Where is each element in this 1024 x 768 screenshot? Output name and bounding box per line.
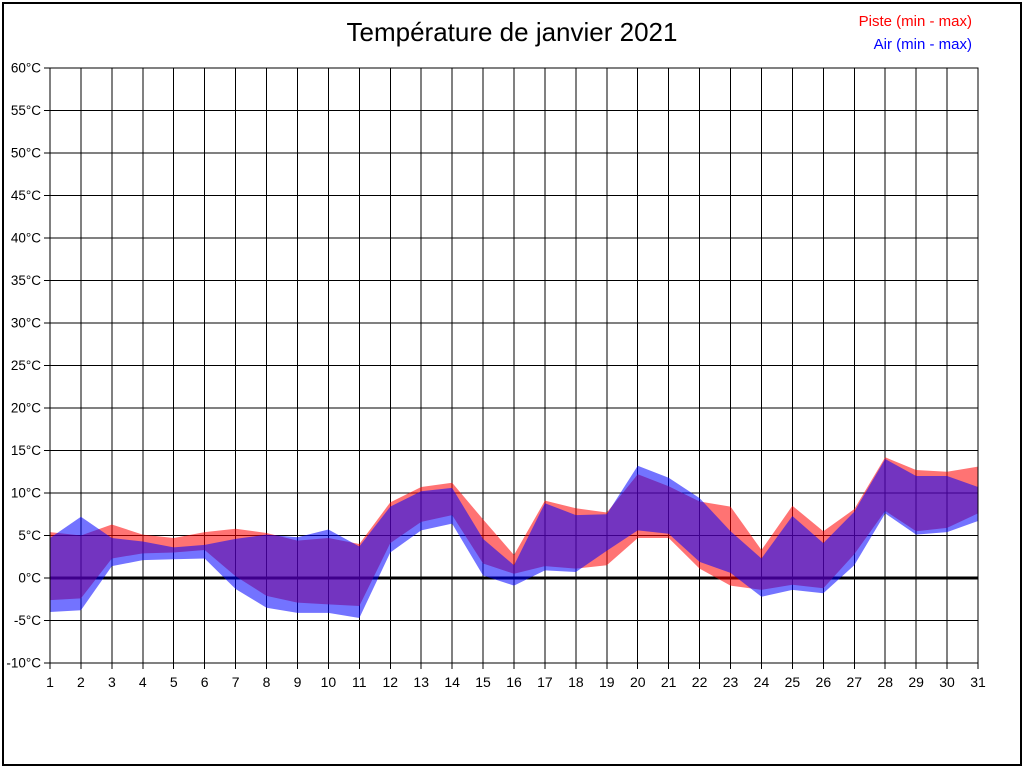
x-tick-label: 12 [382, 674, 398, 690]
x-tick-label: 18 [568, 674, 584, 690]
x-tick-label: 30 [939, 674, 955, 690]
y-tick-label: 35°C [11, 273, 41, 288]
y-tick-label: 0°C [18, 571, 41, 586]
x-tick-label: 16 [506, 674, 522, 690]
x-tick-label: 28 [877, 674, 893, 690]
x-tick-label: 10 [321, 674, 337, 690]
x-tick-label: 19 [599, 674, 615, 690]
x-tick-label: 5 [170, 674, 178, 690]
x-tick-label: 7 [232, 674, 240, 690]
legend-item-piste: Piste (min - max) [858, 13, 972, 30]
x-tick-label: 23 [723, 674, 739, 690]
x-tick-label: 17 [537, 674, 553, 690]
x-tick-label: 14 [444, 674, 460, 690]
x-tick-label: 9 [294, 674, 302, 690]
x-tick-label: 22 [692, 674, 708, 690]
y-tick-label: -5°C [14, 613, 41, 628]
y-tick-label: 45°C [11, 188, 41, 203]
y-tick-label: 25°C [11, 358, 41, 373]
y-tick-label: 20°C [11, 401, 41, 416]
y-tick-label: -10°C [6, 656, 41, 671]
x-tick-label: 31 [970, 674, 986, 690]
y-tick-label: 30°C [11, 316, 41, 331]
legend: Piste (min - max) Air (min - max) [859, 10, 972, 56]
x-tick-label: 15 [475, 674, 491, 690]
x-tick-label: 2 [77, 674, 85, 690]
x-tick-label: 1 [46, 674, 54, 690]
x-tick-label: 4 [139, 674, 147, 690]
y-tick-label: 60°C [11, 61, 41, 76]
x-tick-label: 26 [816, 674, 832, 690]
air-band [50, 459, 978, 618]
y-axis-labels: 60°C 55°C 50°C 45°C 40°C 35°C 30°C 25°C 20°C 15°C… [6, 61, 41, 671]
y-tick-label: 10°C [11, 486, 41, 501]
x-tick-label: 11 [352, 674, 367, 690]
x-tick-label: 3 [108, 674, 116, 690]
y-tick-label: 5°C [18, 528, 41, 543]
x-tick-label: 8 [263, 674, 271, 690]
legend-item-air: Air (min - max) [873, 36, 972, 53]
chart-title: Température de janvier 2021 [346, 17, 678, 47]
y-tick-label: 55°C [11, 103, 41, 118]
x-tick-label: 20 [630, 674, 646, 690]
x-tick-label: 24 [754, 674, 770, 690]
x-tick-label: 6 [201, 674, 209, 690]
x-tick-label: 13 [413, 674, 429, 690]
y-tick-label: 50°C [11, 146, 41, 161]
axis-ticks [44, 67, 979, 669]
x-axis-labels: 1 2 3 4 5 6 7 8 9 10 11 12 13 14 15 16 17 18 19 20 21 22 23 24 2… [46, 674, 986, 690]
y-tick-label: 15°C [11, 443, 41, 458]
x-tick-label: 27 [846, 674, 862, 690]
x-tick-label: 21 [661, 674, 677, 690]
x-tick-label: 29 [908, 674, 924, 690]
y-tick-label: 40°C [11, 231, 41, 246]
x-tick-label: 25 [785, 674, 801, 690]
